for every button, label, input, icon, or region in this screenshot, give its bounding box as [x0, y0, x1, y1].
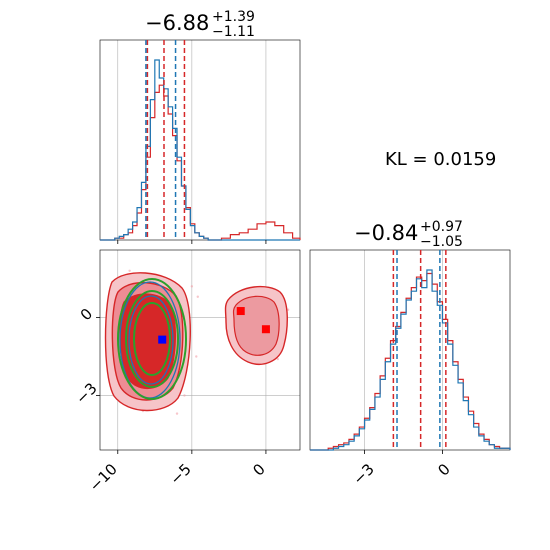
- tick-label-y-neg3: −3: [72, 379, 100, 407]
- joint-marker-2: [261, 325, 270, 334]
- marginal-1-title-lower: −1.11: [212, 24, 255, 40]
- m2-hist-series-1: [310, 269, 511, 451]
- kl-annotation: KL = 0.0159: [385, 149, 496, 170]
- joint-contour-green-mid: [125, 290, 179, 388]
- marginal-2-title-median: −0.84: [354, 221, 418, 245]
- joint-scatter-point-9: [175, 412, 179, 415]
- joint-frame: [99, 249, 301, 451]
- joint-scatter-point-4: [190, 285, 194, 288]
- joint-contour-blue-inner: [128, 295, 174, 385]
- joint-contour-green-outer: [117, 278, 187, 400]
- tick-label-m2-0: 0: [434, 460, 453, 479]
- joint-scatter-point-7: [196, 295, 199, 298]
- joint-panel: [99, 249, 301, 451]
- joint-scatter-point-11: [276, 357, 279, 361]
- joint-contour-right-inner: [232, 295, 280, 356]
- tick-label-x-0: 0: [249, 460, 268, 479]
- joint-marker-1: [236, 307, 245, 316]
- tick-label-x-neg5: −5: [166, 460, 194, 488]
- tick-label-y-0: 0: [77, 305, 96, 324]
- m1-hist-series-1: [100, 59, 300, 241]
- marginal-2-title-upper: +0.97: [420, 219, 463, 235]
- marginal-1-title-upper: +1.39: [212, 9, 255, 25]
- marginal-2-title-lower: −1.05: [420, 234, 463, 250]
- joint-contour-green-inner: [133, 302, 171, 376]
- m1-hist-series-0: [100, 84, 301, 241]
- joint-scatter-point-0: [128, 269, 131, 272]
- tick-label-m2-neg3: −3: [349, 460, 377, 488]
- marginal-1-title-median: −6.88: [145, 11, 209, 35]
- marginal-1-panel: −6.88 +1.39 −1.11: [99, 9, 301, 241]
- tick-label-x-neg10: −10: [86, 460, 121, 495]
- joint-scatter-point-5: [195, 355, 198, 358]
- marginal-2-frame: [309, 249, 511, 451]
- marginal-1-frame: [99, 39, 301, 241]
- joint-scatter-point-3: [183, 394, 186, 397]
- marginal-2-panel: −0.84 +0.97 −1.05: [309, 219, 511, 451]
- joint-marker-0: [158, 335, 167, 344]
